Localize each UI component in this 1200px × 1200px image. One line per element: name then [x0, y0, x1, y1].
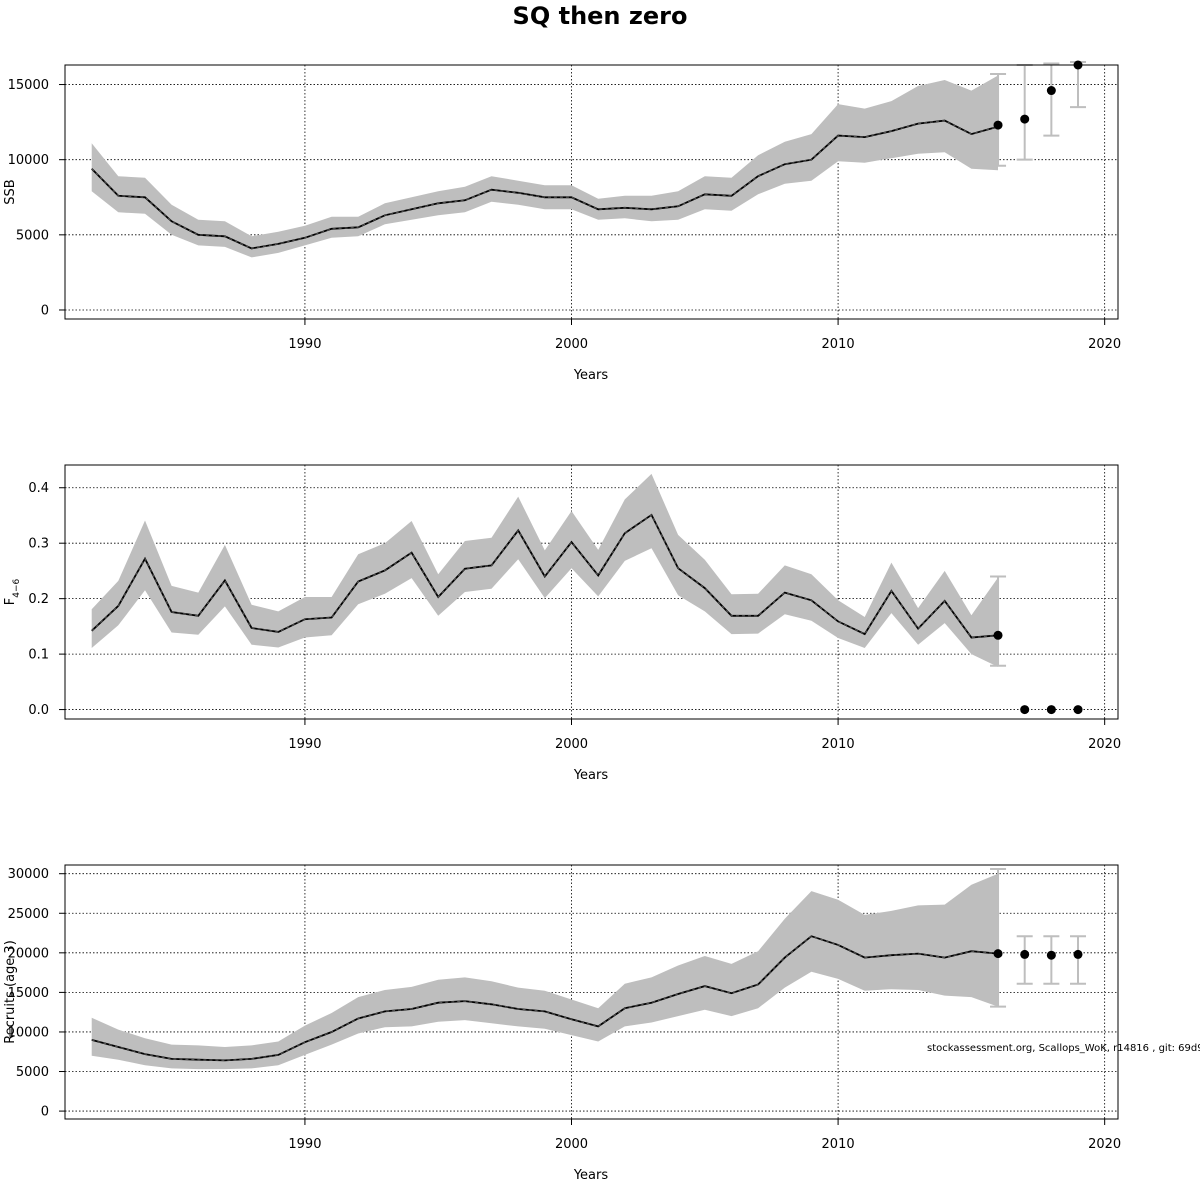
- y-tick-label: 5000: [16, 1065, 49, 1080]
- y-tick-label: 0.2: [28, 592, 49, 607]
- confidence-band: [91, 473, 998, 667]
- y-tick-label: 15000: [8, 986, 49, 1001]
- confidence-band: [91, 873, 998, 1070]
- panel-recruits: 1990 2000 2010 2020 0 5000 10000 15000 20000 2500…: [3, 864, 1121, 1183]
- panel-f: 1990 2000 2010 2020 0.0 0.1 0.2 0.3 0.4 Years F4−6: [3, 464, 1121, 783]
- forecast-point: [1020, 949, 1030, 959]
- y-axis-label: Recruits (age 3): [3, 940, 18, 1044]
- x-tick-label: 1990: [288, 337, 321, 352]
- confidence-band: [91, 75, 998, 258]
- y-tick-label: 25000: [8, 907, 49, 922]
- chart-title: SQ then zero: [513, 2, 688, 30]
- x-tick-label: 1990: [288, 1137, 321, 1152]
- y-tick-label: 15000: [8, 78, 49, 93]
- x-tick-label: 2000: [555, 337, 588, 352]
- panels: 1990 2000 2010 2020050001000015000YearsSSB1…: [3, 60, 1121, 1183]
- y-axis-label: SSB: [3, 179, 18, 204]
- y-tick-label: 20000: [8, 946, 49, 961]
- x-tick-label: 2020: [1088, 337, 1121, 352]
- x-tick-label: 2020: [1088, 1137, 1121, 1152]
- plot-frame: [64, 64, 1119, 320]
- y-tick-label: 5000: [16, 228, 49, 243]
- forecast-point: [993, 630, 1003, 640]
- y-tick-label: 0.3: [28, 537, 49, 552]
- estimate-line-dashed: [91, 120, 999, 249]
- y-tick-label: 30000: [8, 867, 49, 882]
- x-axis-label: Years: [573, 768, 609, 783]
- x-axis-label: Years: [573, 1168, 609, 1183]
- y-tick-label: 0.1: [28, 648, 49, 663]
- forecast-point: [1073, 705, 1083, 715]
- x-tick-label: 1990: [288, 737, 321, 752]
- forecast-point: [1046, 950, 1056, 960]
- estimate-line-dashed: [91, 514, 999, 639]
- y-tick-label: 10000: [8, 1025, 49, 1040]
- panel-ssb: 1990 2000 2010 2020 0 5000 10000 15000 Years SSB: [3, 60, 1121, 383]
- forecast-point: [1046, 705, 1056, 715]
- y-tick-label: 0: [41, 303, 49, 318]
- y-tick-label: 0: [41, 1105, 49, 1120]
- x-tick-label: 2010: [822, 1137, 855, 1152]
- x-tick-label: 2010: [822, 737, 855, 752]
- plot-frame: [64, 464, 1119, 720]
- forecast-point: [993, 120, 1003, 130]
- footnote: stockassessment.org, Scallops_WoK, r1481…: [927, 1043, 1200, 1054]
- x-tick-label: 2000: [555, 737, 588, 752]
- forecast-point: [1073, 949, 1083, 959]
- x-axis-label: Years: [573, 368, 609, 383]
- y-tick-label: 0.0: [28, 703, 49, 718]
- forecast-point: [993, 949, 1003, 959]
- estimate-line: [91, 935, 999, 1062]
- x-tick-label: 2010: [822, 337, 855, 352]
- y-axis-label: F4−6: [3, 578, 22, 605]
- forecast-point: [1046, 86, 1056, 96]
- forecast-point: [1020, 705, 1030, 715]
- y-tick-label: 0.4: [28, 481, 49, 496]
- forecast-point: [1020, 114, 1030, 124]
- x-tick-label: 2000: [555, 1137, 588, 1152]
- y-tick-label: 10000: [8, 153, 49, 168]
- x-tick-label: 2020: [1088, 737, 1121, 752]
- y-axis-label-subscript: 4−6: [12, 578, 22, 597]
